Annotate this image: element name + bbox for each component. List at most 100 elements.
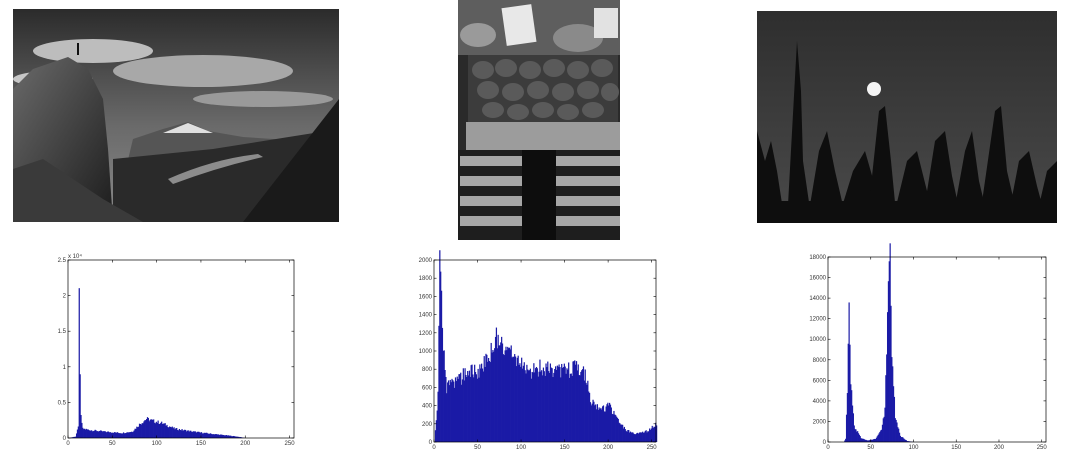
y-tick-label: 200 [422, 422, 433, 428]
y-exponent-label: x 10⁴ [68, 253, 82, 260]
histogram-bar [144, 420, 146, 438]
histogram-bar [636, 432, 639, 442]
y-tick-label: 1000 [419, 349, 433, 355]
histogram-bar [463, 380, 465, 442]
histogram-bar [614, 414, 616, 442]
histogram-bar [851, 390, 853, 442]
histogram-bar [594, 405, 596, 442]
histogram-bar [908, 441, 910, 442]
histogram-bar [487, 357, 490, 442]
histogram-bar [184, 429, 187, 438]
histogram-bar [158, 423, 160, 438]
histogram-bar [561, 367, 564, 442]
histogram-bar [631, 432, 633, 442]
histogram-bar [870, 439, 872, 442]
histogram-bar [500, 342, 502, 442]
histogram-bar [438, 325, 440, 442]
x-tick-label: 50 [109, 441, 116, 447]
histogram-bar [102, 431, 104, 438]
histogram-bar [516, 357, 518, 442]
histogram-bar [491, 352, 493, 442]
histogram-bar [450, 382, 452, 442]
histogram-bar [217, 434, 220, 438]
histogram-bar [470, 365, 472, 442]
histogram-bar [474, 364, 476, 442]
histogram-bar [447, 382, 449, 442]
histogram-bar [538, 371, 540, 442]
histogram-bar [878, 433, 880, 442]
histogram-bar [489, 362, 491, 442]
histogram-bar [476, 378, 478, 442]
histogram-bar [622, 428, 625, 442]
histogram-bar [204, 433, 206, 438]
histogram-bar [236, 436, 238, 438]
histogram-bar [583, 380, 585, 442]
histogram-bar [627, 430, 629, 442]
histogram-bar [122, 433, 124, 438]
histogram-bar [207, 433, 209, 438]
histogram-bar [530, 378, 532, 442]
x-tick-label: 0 [432, 445, 436, 451]
market-peppers-photo [458, 0, 620, 240]
histogram-bar [630, 432, 632, 442]
histogram-bar [467, 371, 469, 442]
histogram-bar [78, 288, 80, 438]
histogram-bar [560, 377, 562, 442]
histogram-bar [222, 434, 224, 438]
histogram-bar [157, 420, 159, 438]
histogram-bar [602, 406, 604, 442]
mountain-landscape-photo [13, 9, 339, 222]
histogram-bar [75, 436, 77, 438]
histogram-bar [488, 361, 491, 442]
histogram-bar [642, 432, 645, 442]
histogram-bar [435, 420, 437, 442]
histogram-bar [133, 430, 135, 438]
histogram-bar [556, 365, 558, 442]
histogram-bar [541, 375, 544, 442]
histogram-bar [875, 439, 877, 442]
histogram-bar [595, 409, 598, 442]
histogram-bar [130, 431, 133, 438]
histogram-bar [224, 435, 227, 438]
histogram-bar [480, 368, 482, 442]
histogram-bar [865, 439, 867, 442]
histogram-bar [172, 428, 174, 438]
histogram-bar [625, 430, 627, 442]
histogram-bar [503, 355, 505, 442]
histogram-bar [869, 440, 871, 442]
histogram-bar [459, 374, 461, 442]
histogram-bar [903, 438, 905, 442]
histogram-bar [499, 345, 501, 442]
histogram-bar [226, 435, 228, 438]
histogram-bar [75, 433, 78, 438]
histogram-bar [110, 432, 112, 438]
histogram-bar [114, 432, 117, 438]
histogram-bar [173, 427, 175, 438]
histogram-bar [229, 435, 231, 438]
histogram-bar [576, 370, 578, 442]
histogram-bar [598, 407, 600, 442]
histogram-bar [615, 415, 617, 442]
histogram-bar [178, 428, 181, 438]
histogram-bar [208, 433, 210, 438]
histogram-bar [487, 361, 489, 442]
histogram-bar [648, 431, 650, 442]
histogram-bar [873, 439, 875, 442]
histogram-bar [859, 436, 861, 442]
histogram-bar [441, 327, 444, 442]
histogram-bar [880, 430, 882, 442]
y-tick-label: 16000 [809, 276, 826, 282]
y-tick-label: 600 [422, 385, 433, 391]
histogram-bar [561, 363, 563, 442]
histogram-bar [898, 432, 901, 442]
histogram-bar [134, 428, 136, 438]
histogram-bar [582, 369, 584, 442]
histogram-bar [88, 430, 90, 438]
histogram-bar [468, 370, 471, 442]
histogram-bar [167, 427, 169, 438]
y-tick-label: 2000 [813, 419, 827, 425]
histogram-bar [484, 366, 486, 442]
histogram-bar [509, 349, 511, 442]
histogram-bar [533, 363, 535, 442]
histogram-bar [218, 435, 220, 438]
